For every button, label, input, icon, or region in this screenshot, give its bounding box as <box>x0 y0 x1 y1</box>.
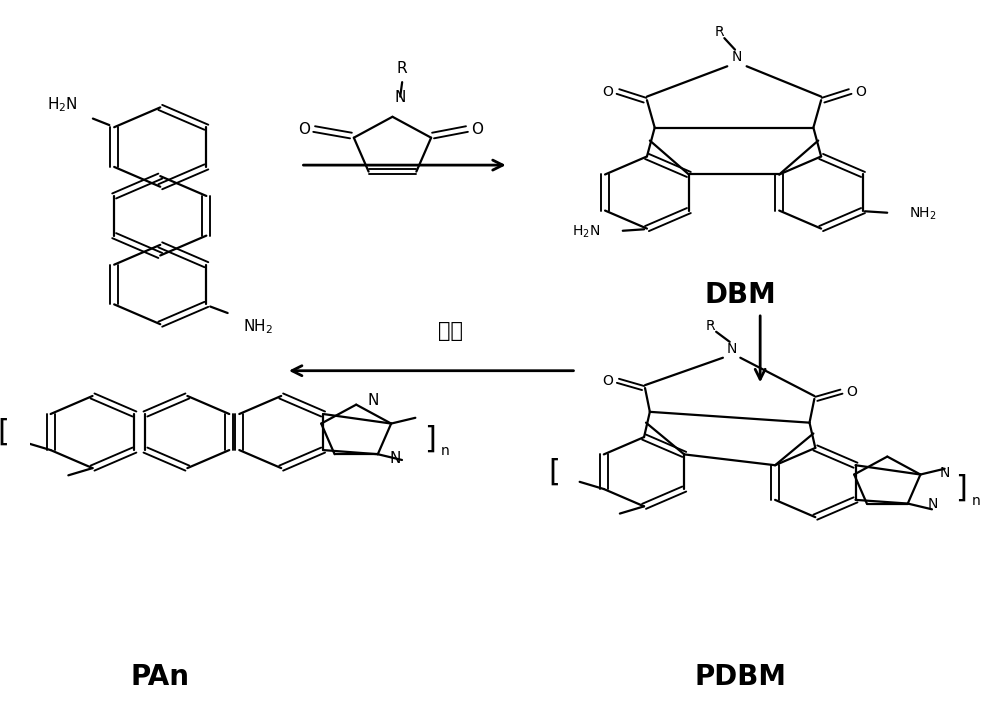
Text: O: O <box>602 374 613 387</box>
Text: N: N <box>732 50 742 64</box>
Text: 加热: 加热 <box>438 321 463 341</box>
Text: O: O <box>855 84 866 99</box>
Text: n: n <box>441 443 450 458</box>
Text: O: O <box>472 121 484 137</box>
Text: R: R <box>715 25 724 39</box>
Text: O: O <box>602 84 613 99</box>
Text: R: R <box>706 319 715 333</box>
Text: R: R <box>397 61 407 76</box>
Text: N: N <box>395 90 406 105</box>
Text: N: N <box>940 466 950 480</box>
Text: NH$_2$: NH$_2$ <box>243 318 273 336</box>
Text: N: N <box>389 451 401 466</box>
Text: n: n <box>972 494 981 507</box>
Text: ]: ] <box>955 474 967 503</box>
Text: PAn: PAn <box>131 663 190 691</box>
Text: N: N <box>927 497 938 510</box>
Text: N: N <box>368 393 379 408</box>
Text: H$_2$N: H$_2$N <box>47 95 77 114</box>
Text: NH$_2$: NH$_2$ <box>909 206 937 222</box>
Text: O: O <box>298 121 310 137</box>
Text: PDBM: PDBM <box>695 663 787 691</box>
Text: [: [ <box>548 457 560 486</box>
Text: [: [ <box>0 417 9 446</box>
Text: N: N <box>726 342 737 356</box>
Text: ]: ] <box>424 425 436 454</box>
Text: O: O <box>847 385 858 398</box>
Text: H$_2$N: H$_2$N <box>572 224 601 241</box>
Text: DBM: DBM <box>705 281 777 309</box>
